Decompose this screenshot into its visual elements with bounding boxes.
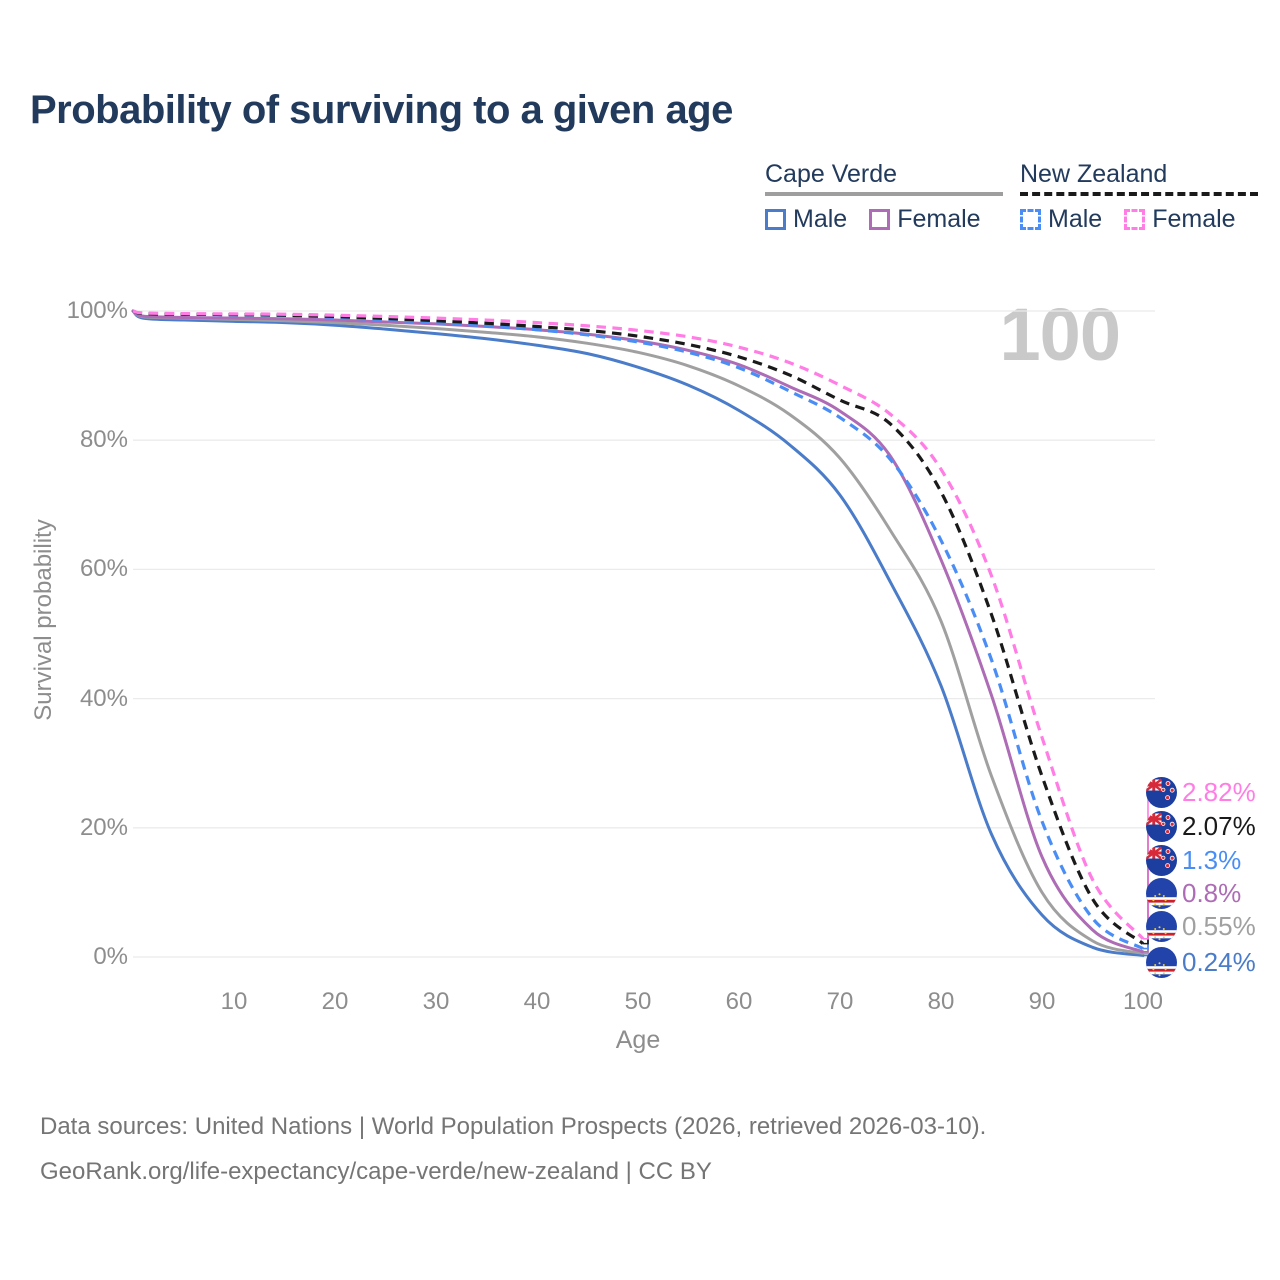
legend-label-cape-verde-female[interactable]: Female (897, 205, 981, 233)
y-tick-100: 100% (66, 297, 128, 324)
endpoint-new-zealand-female[interactable]: 2.82% (1146, 775, 1256, 809)
x-tick-10: 10 (220, 988, 248, 1015)
y-tick-40: 40% (79, 684, 128, 712)
curve-new-zealand-both-sexes[interactable] (132, 309, 1145, 945)
x-tick-80: 80 (927, 988, 955, 1015)
new-zealand-flag-icon (1146, 811, 1177, 842)
legend-header-cape-verde[interactable]: Cape Verde (765, 160, 898, 188)
curve-cape-verde-female[interactable] (131, 309, 1145, 954)
x-tick-100: 100 (1122, 988, 1164, 1015)
y-axis-title: Survival probability (30, 519, 57, 721)
x-tick-40: 40 (523, 988, 551, 1015)
endpoint-cape-verde-male[interactable]: 0.24% (1146, 945, 1256, 979)
endpoint-new-zealand-both[interactable]: 2.07% (1146, 809, 1256, 843)
x-axis-title: Age (615, 1026, 661, 1054)
footer-line-1: Data sources: United Nations | World Pop… (40, 1113, 987, 1140)
curve-cape-verde-male[interactable] (131, 309, 1145, 957)
new-zealand-flag-icon (1146, 777, 1177, 808)
x-tick-30: 30 (422, 988, 450, 1015)
curve-new-zealand-male[interactable] (132, 309, 1144, 951)
legend-group-cape-verde: Cape Verde Male Female (765, 160, 1003, 234)
legend-header-new-zealand[interactable]: New Zealand (1020, 160, 1168, 188)
x-tick-70: 70 (826, 988, 854, 1015)
y-tick-20: 20% (79, 813, 128, 841)
x-tick-20: 20 (321, 988, 349, 1015)
y-tick-60: 60% (79, 555, 128, 583)
endpoint-value: 2.07% (1182, 810, 1256, 841)
legend-label-new-zealand-female[interactable]: Female (1152, 205, 1236, 233)
cape-verde-flag-icon (1146, 911, 1177, 942)
new-zealand-line-style-sample (1020, 192, 1258, 196)
x-tick-60: 60 (725, 988, 753, 1015)
endpoint-value: 0.55% (1182, 910, 1256, 941)
legend-label-cape-verde-male[interactable]: Male (793, 205, 848, 233)
curve-new-zealand-female[interactable] (132, 309, 1145, 940)
legend-swatch-cape-verde-male[interactable] (765, 209, 786, 230)
legend-label-new-zealand-male[interactable]: Male (1048, 205, 1103, 233)
y-tick-80: 80% (79, 426, 128, 454)
page-title: Probability of surviving to a given age (30, 88, 733, 132)
y-tick-0: 0% (93, 943, 128, 970)
curve-cape-verde-both-sexes[interactable] (131, 309, 1145, 955)
endpoint-cape-verde-female[interactable]: 0.8% (1146, 876, 1241, 910)
age-frame-watermark: 100 (999, 293, 1121, 376)
legend-swatch-new-zealand-male[interactable] (1020, 209, 1041, 230)
x-tick-50: 50 (624, 988, 652, 1015)
endpoint-new-zealand-male[interactable]: 1.3% (1146, 843, 1241, 877)
endpoint-cape-verde-both[interactable]: 0.55% (1146, 909, 1256, 943)
legend-group-new-zealand: New Zealand Male Female (1020, 160, 1258, 234)
legend-swatch-cape-verde-female[interactable] (869, 209, 891, 230)
endpoint-value: 2.82% (1182, 776, 1256, 807)
endpoint-value: 1.3% (1182, 844, 1242, 875)
endpoint-value: 0.8% (1182, 877, 1242, 908)
cape-verde-line-style-sample (765, 192, 1003, 196)
new-zealand-flag-icon (1146, 845, 1177, 876)
legend-swatch-new-zealand-female[interactable] (1124, 209, 1146, 230)
x-tick-90: 90 (1028, 988, 1056, 1015)
cape-verde-flag-icon (1146, 947, 1177, 978)
footer-line-2[interactable]: GeoRank.org/life-expectancy/cape-verde/n… (40, 1158, 712, 1185)
cape-verde-flag-icon (1146, 878, 1177, 909)
data-sources-footer: Data sources: United Nations | World Pop… (40, 1104, 986, 1194)
endpoint-value: 0.24% (1182, 946, 1256, 977)
